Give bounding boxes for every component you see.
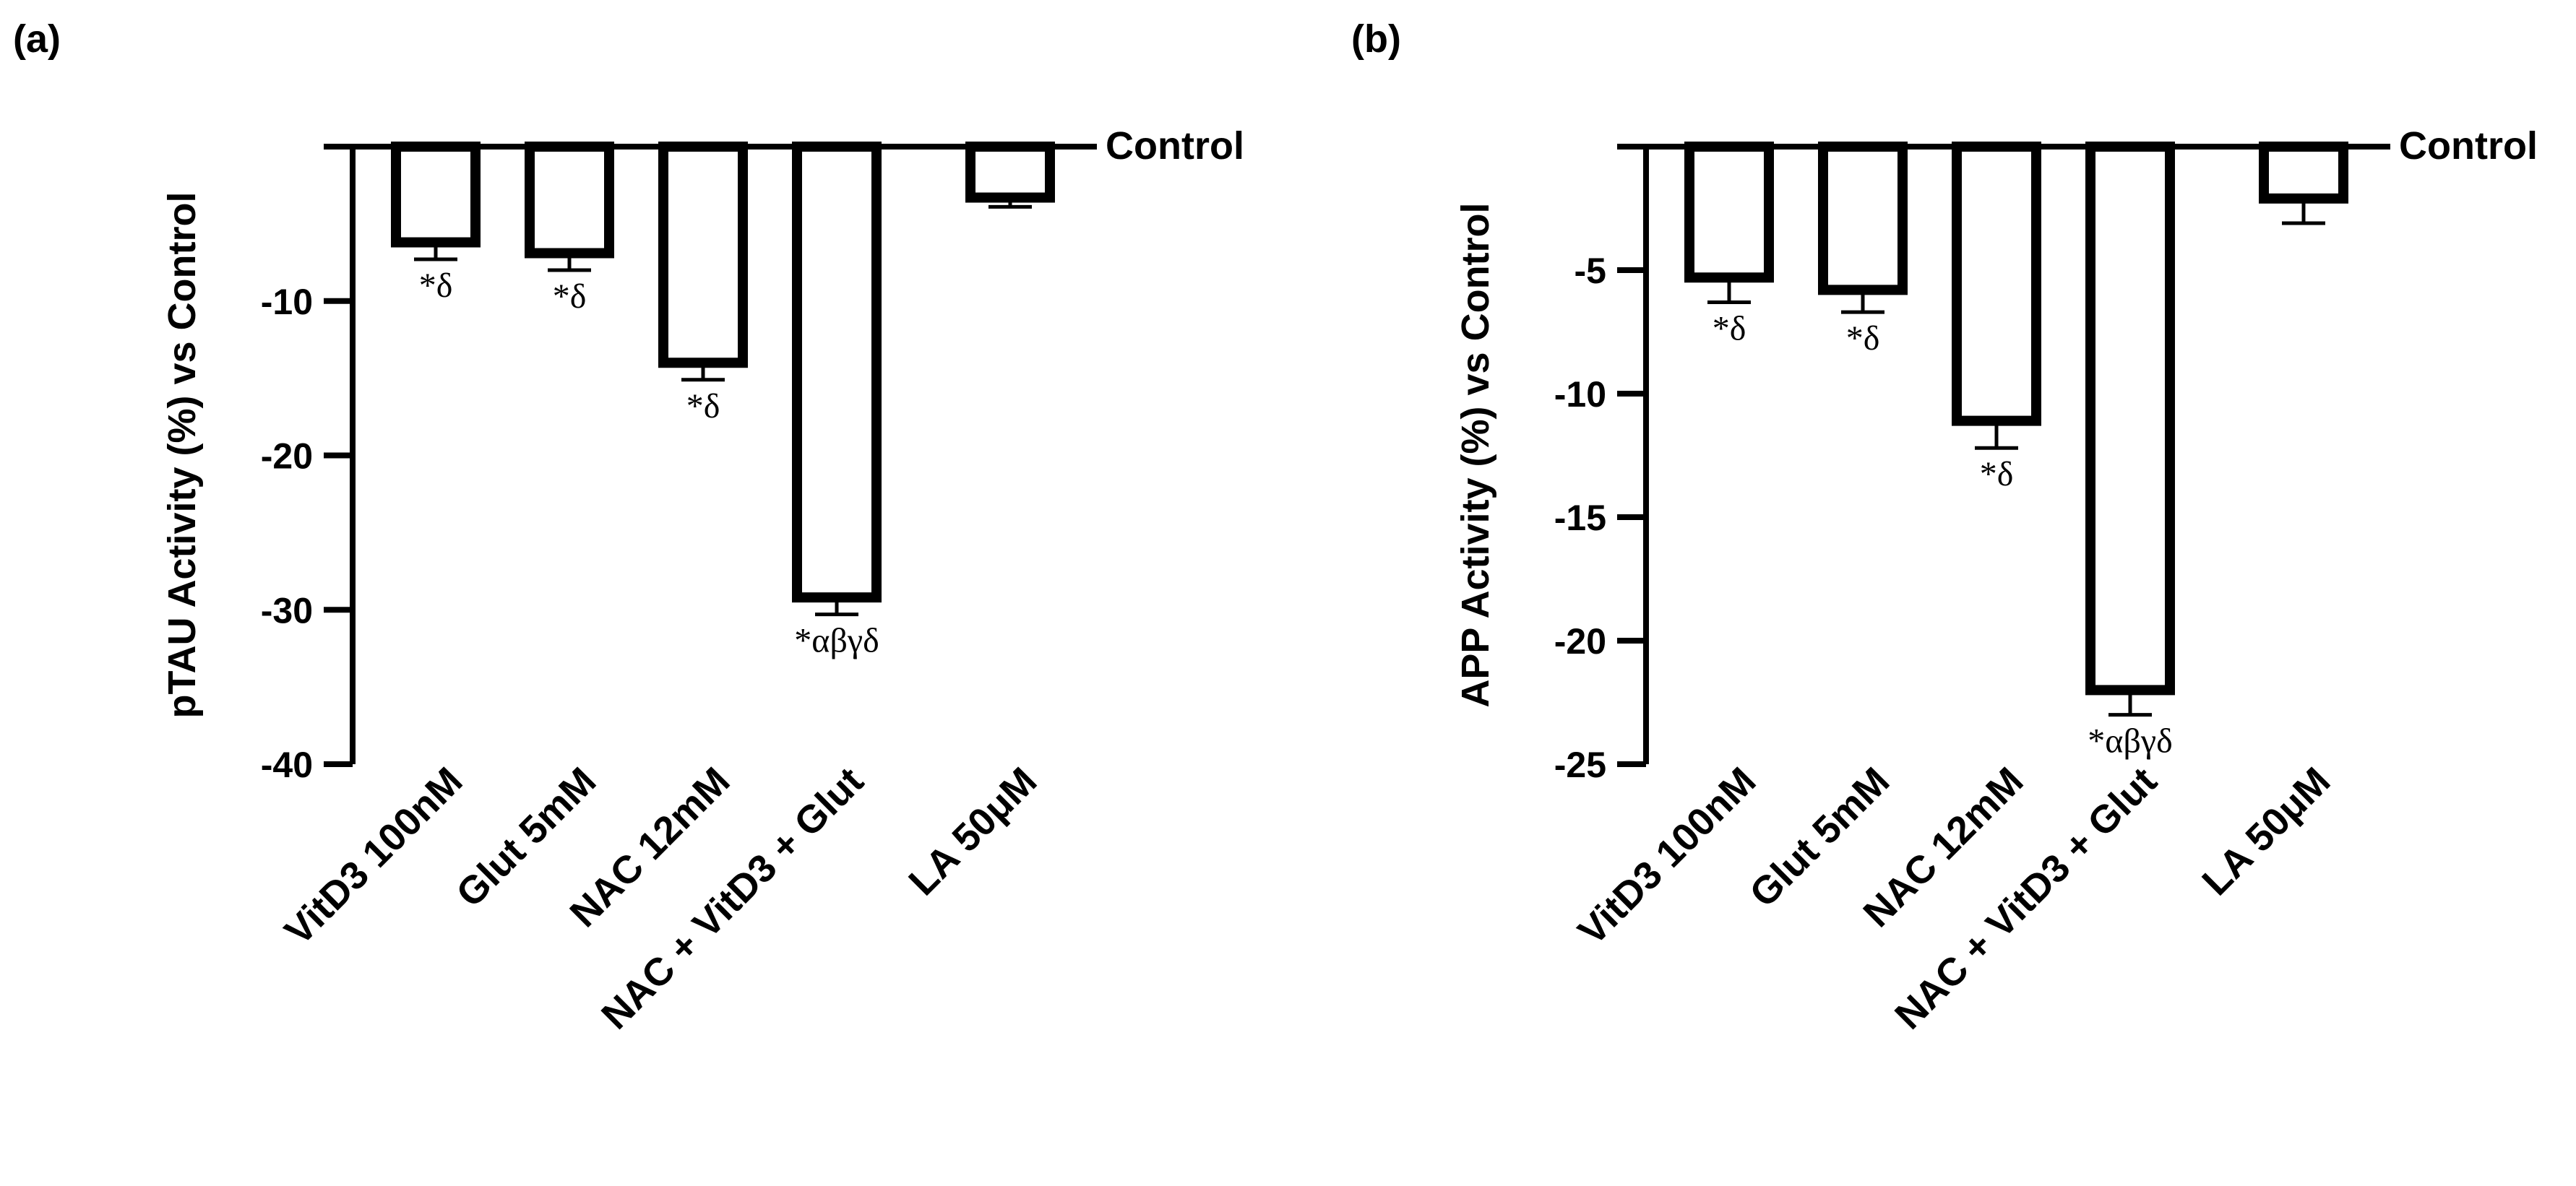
significance-label: *δ [553, 277, 587, 316]
control-label: Control [1106, 124, 1244, 168]
bar [658, 142, 748, 368]
bar [2085, 142, 2175, 696]
bar [2259, 142, 2348, 204]
category-label: LA 50μM [900, 759, 1045, 904]
significance-label: *δ [686, 387, 720, 425]
category-label: LA 50μM [2194, 759, 2338, 904]
y-tick-label: -20 [261, 436, 313, 477]
control-label: Control [2399, 124, 2538, 168]
bar [965, 142, 1055, 203]
y-tick-label: -25 [1554, 745, 1606, 785]
y-axis-title: pTAU Activity (%) vs Control [160, 191, 204, 718]
bar [525, 142, 614, 259]
y-tick-label: -30 [261, 590, 313, 631]
bar [1952, 142, 2041, 426]
y-tick-label: -40 [261, 745, 313, 785]
y-axis-title: APP Activity (%) vs Control [1454, 202, 1497, 707]
y-tick-label: -10 [261, 282, 313, 322]
significance-label: *αβγδ [2088, 722, 2172, 761]
bar [1818, 142, 1908, 295]
y-tick-label: -10 [1554, 374, 1606, 415]
category-label: VitD3 100nM [1570, 759, 1765, 953]
panel-a: (a) Control -10 -20 -30 -40 pTAU Activity (%) … [13, 17, 1244, 1038]
category-label: NAC + VitD3 + Glut [1887, 759, 2165, 1037]
category-label: NAC + VitD3 + Glut [593, 759, 871, 1037]
panel-b: (b) Control -5 -10 -15 -20 -25 APP Activity (%)… [1351, 17, 2538, 1038]
bar [391, 142, 481, 248]
panel-label: (b) [1351, 17, 1401, 61]
y-tick-label: -15 [1554, 498, 1606, 538]
panel-label: (a) [13, 17, 61, 61]
significance-label: *δ [1846, 319, 1880, 358]
significance-label: *δ [1980, 455, 2014, 493]
category-label: VitD3 100nM [277, 759, 471, 953]
bar [1684, 142, 1774, 283]
y-tick-label: -5 [1575, 251, 1606, 291]
bar [792, 142, 882, 603]
y-tick-label: -20 [1554, 621, 1606, 662]
significance-label: *δ [419, 267, 453, 305]
significance-label: *αβγδ [794, 622, 879, 660]
significance-label: *δ [1713, 309, 1746, 347]
